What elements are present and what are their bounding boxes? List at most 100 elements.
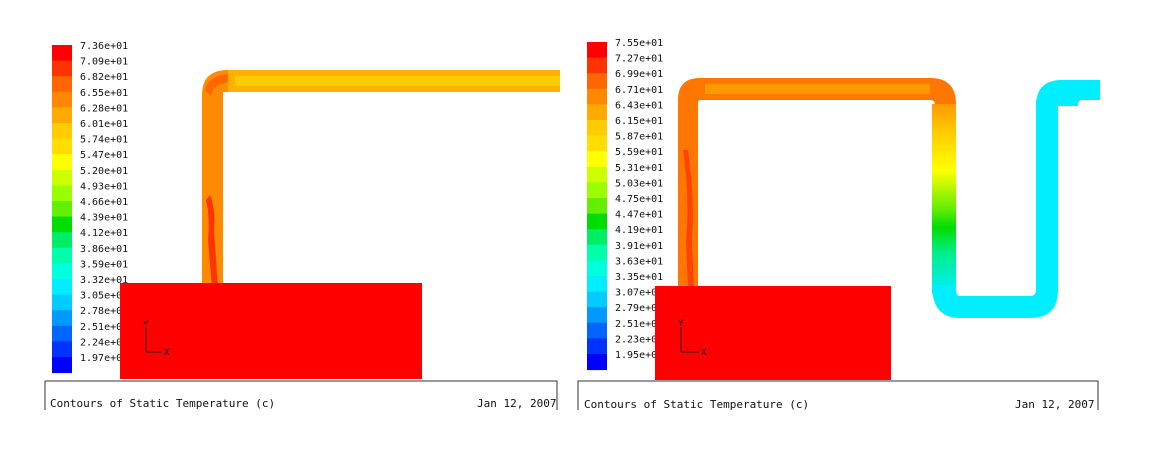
colorbar-label: 3.07e+01 bbox=[615, 288, 663, 299]
colorbar-swatch bbox=[587, 135, 607, 152]
colorbar-label: 3.63e+01 bbox=[615, 256, 663, 267]
colorbar-swatch bbox=[52, 60, 72, 77]
colorbar-label: 6.28e+01 bbox=[80, 103, 128, 114]
pipe-corner-left bbox=[205, 74, 228, 96]
colorbar-label: 7.27e+01 bbox=[615, 54, 663, 65]
colorbar-label: 3.59e+01 bbox=[80, 259, 128, 270]
colorbar-swatch bbox=[587, 322, 607, 339]
colorbar-swatch bbox=[52, 169, 72, 186]
colorbar-label: 3.35e+01 bbox=[615, 272, 663, 283]
pipe-riser-left bbox=[202, 70, 560, 288]
colorbar-label: 5.20e+01 bbox=[80, 166, 128, 177]
colorbar-swatch bbox=[587, 354, 607, 371]
pipe-run-core-left bbox=[235, 76, 560, 86]
colorbar-label: 1.97e+01 bbox=[80, 353, 128, 364]
caption-box-left: Contours of Static Temperature (c) Jan 1… bbox=[44, 380, 558, 410]
pipe-riser-hot-right bbox=[683, 150, 694, 288]
colorbar-label: 3.32e+01 bbox=[80, 275, 128, 286]
colorbar-label: 2.78e+01 bbox=[80, 306, 128, 317]
colorbar-swatch bbox=[52, 279, 72, 296]
axis-x-label-right: X bbox=[701, 348, 707, 358]
colorbar-swatch bbox=[52, 247, 72, 264]
colorbar-label: 6.43e+01 bbox=[615, 100, 663, 111]
pipe-right bbox=[678, 78, 1100, 318]
caption-box-right: Contours of Static Temperature (c) Jan 1… bbox=[577, 380, 1099, 411]
axis-y-label-right: Y bbox=[678, 319, 684, 329]
colorbar-swatch bbox=[587, 244, 607, 261]
colorbar-label: 4.12e+01 bbox=[80, 228, 128, 239]
colorbar-swatch bbox=[52, 325, 72, 342]
colorbar-swatch bbox=[587, 120, 607, 137]
colorbar-swatch bbox=[52, 263, 72, 280]
colorbar-label: 3.86e+01 bbox=[80, 244, 128, 255]
colorbar-label: 4.19e+01 bbox=[615, 225, 663, 236]
colorbar-label: 6.82e+01 bbox=[80, 72, 128, 83]
colorbar-swatch bbox=[587, 291, 607, 308]
colorbar-swatch bbox=[52, 232, 72, 249]
colorbar-swatch bbox=[52, 107, 72, 124]
plot-title-left: Contours of Static Temperature (c) bbox=[50, 397, 275, 410]
colorbar-swatch bbox=[52, 76, 72, 93]
colorbar-label: 5.31e+01 bbox=[615, 163, 663, 174]
colorbar-swatch bbox=[587, 73, 607, 90]
axis-triad-left: Y X bbox=[143, 320, 170, 358]
colorbar-swatch bbox=[587, 307, 607, 324]
colorbar-swatch bbox=[587, 229, 607, 246]
colorbar-swatch bbox=[587, 151, 607, 168]
colorbar-label: 5.87e+01 bbox=[615, 132, 663, 143]
plot-date-left: Jan 12, 2007 bbox=[477, 397, 556, 410]
pipe-downleg-right bbox=[932, 104, 956, 294]
colorbar-label: 6.01e+01 bbox=[80, 119, 128, 130]
plot-date-right: Jan 12, 2007 bbox=[1015, 398, 1094, 411]
colorbar-label: 2.24e+01 bbox=[80, 337, 128, 348]
colorbar-label: 1.95e+01 bbox=[615, 350, 663, 361]
colorbar-left: 7.36e+01 7.09e+01 6.82e+01 6.55e+01 6.28e+01… bbox=[52, 41, 128, 374]
colorbar-swatch bbox=[587, 42, 607, 59]
colorbar-swatch bbox=[52, 201, 72, 218]
colorbar-swatch bbox=[52, 154, 72, 171]
pipe-riser-hot-left bbox=[206, 195, 218, 288]
colorbar-label: 7.36e+01 bbox=[80, 41, 128, 52]
colorbar-swatch bbox=[52, 216, 72, 233]
colorbar-swatch bbox=[52, 123, 72, 140]
colorbar-label: 2.51e+01 bbox=[80, 322, 128, 333]
colorbar-label: 2.79e+01 bbox=[615, 303, 663, 314]
axis-x-label-left: X bbox=[164, 348, 170, 358]
colorbar-swatch bbox=[52, 91, 72, 108]
colorbar-label: 4.66e+01 bbox=[80, 197, 128, 208]
colorbar-swatch bbox=[587, 260, 607, 277]
colorbar-swatch bbox=[587, 166, 607, 183]
colorbar-label: 6.99e+01 bbox=[615, 69, 663, 80]
pipe-outlet-right bbox=[1036, 80, 1100, 108]
colorbar-swatch bbox=[587, 198, 607, 215]
colorbar-swatch bbox=[52, 45, 72, 62]
axis-triad-right: Y X bbox=[678, 319, 707, 358]
pipe-top-core-right bbox=[705, 84, 930, 94]
pipe-riser-right bbox=[678, 78, 956, 288]
colorbar-label: 4.75e+01 bbox=[615, 194, 663, 205]
contour-panel-left: 7.36e+01 7.09e+01 6.82e+01 6.55e+01 6.28e+01… bbox=[44, 41, 560, 410]
axis-y-label-left: Y bbox=[143, 320, 149, 330]
heat-block-left bbox=[120, 283, 422, 379]
colorbar-label: 6.55e+01 bbox=[80, 88, 128, 99]
pipe-upleg-right bbox=[1036, 100, 1058, 292]
colorbar-label: 4.93e+01 bbox=[80, 181, 128, 192]
colorbar-swatch bbox=[52, 310, 72, 327]
colorbar-swatch bbox=[587, 57, 607, 74]
colorbar-swatch bbox=[587, 182, 607, 199]
colorbar-label: 7.55e+01 bbox=[615, 38, 663, 49]
colorbar-label: 6.71e+01 bbox=[615, 85, 663, 96]
colorbar-label: 2.23e+01 bbox=[615, 334, 663, 345]
pipe-left bbox=[202, 70, 560, 288]
colorbar-label: 5.59e+01 bbox=[615, 147, 663, 158]
colorbar-label: 5.47e+01 bbox=[80, 150, 128, 161]
colorbar-label: 3.91e+01 bbox=[615, 241, 663, 252]
colorbar-label: 5.74e+01 bbox=[80, 135, 128, 146]
colorbar-label: 4.47e+01 bbox=[615, 210, 663, 221]
colorbar-label: 3.05e+01 bbox=[80, 291, 128, 302]
plot-title-right: Contours of Static Temperature (c) bbox=[584, 398, 809, 411]
colorbar-right: 7.55e+01 7.27e+01 6.99e+01 6.71e+01 6.43e+01… bbox=[587, 38, 663, 371]
colorbar-swatch bbox=[587, 338, 607, 355]
colorbar-label: 4.39e+01 bbox=[80, 213, 128, 224]
